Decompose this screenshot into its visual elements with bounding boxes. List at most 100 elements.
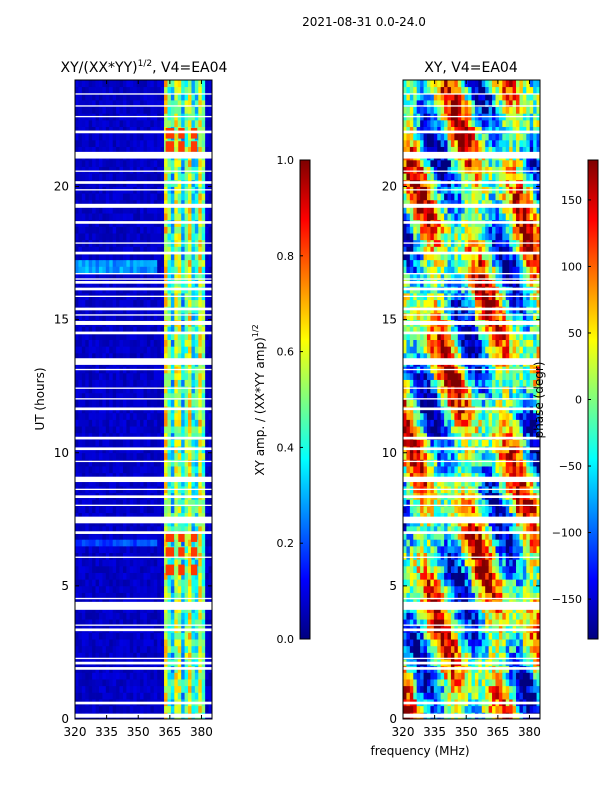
amp-cell [129,339,134,347]
amp-cell [194,479,199,487]
amp-cell [194,193,199,201]
amp-cell [153,439,158,447]
phase-cell [474,585,479,593]
amp-cell [177,672,182,680]
amp-cell [109,539,114,547]
amp-cell [133,213,138,221]
amp-cell [105,86,110,94]
amp-cell [75,545,79,553]
amp-cell [150,426,155,434]
amp-cell [95,126,100,134]
phase-cell [519,632,524,640]
amp-cell [122,506,127,514]
amp-cell [208,339,213,347]
phase-cell [474,559,479,567]
phase-cell [481,559,486,567]
phase-cell [471,692,476,700]
phase-cell [509,705,514,713]
amp-cell [146,106,151,114]
amp-cell [129,372,134,380]
amp-cell [146,612,151,620]
amp-cell [143,106,148,114]
amp-cell [153,266,158,274]
amp-cell [167,346,172,354]
amp-cell [164,253,168,261]
amp-cell [194,585,199,593]
amp-cell [198,139,203,147]
amp-cell [205,159,209,167]
amp-cell [105,139,110,147]
amp-cell [140,499,144,507]
amp-cell [194,632,199,640]
amp-cell [136,233,141,241]
amp-cell [208,93,213,101]
amp-cell [181,299,186,307]
phase-cell [509,672,514,680]
amp-cell [92,632,96,640]
amp-cell [150,372,155,380]
amp-cell [198,572,203,580]
amp-cell [153,565,158,573]
amp-cell [95,99,100,108]
amp-cell [98,419,103,427]
amp-cell [205,99,209,108]
amp-cell [116,479,120,487]
phase-cell [468,572,472,580]
amp-hotspot [165,141,175,152]
amp-cell [98,80,103,88]
amp-cell [78,299,83,307]
amp-cell [109,412,114,420]
amp-cell [102,352,107,360]
amp-cell [174,166,179,174]
amp-cell [105,326,110,334]
amp-cell [116,432,120,440]
phase-cell [430,612,435,620]
amp-cell [126,532,131,540]
amp-cell [205,679,209,687]
amp-cell [102,159,107,167]
amp-cell [177,386,182,394]
amp-cell [109,253,114,261]
amp-cell [146,652,151,660]
amp-cell [102,339,107,347]
amp-cell [112,479,117,487]
amp-cell [92,506,96,514]
amp-cell [208,246,213,254]
amp-cell [201,372,206,380]
phase-cell [461,572,466,580]
phase-cell [454,545,459,553]
amp-cell [188,439,192,447]
amp-cell [143,692,148,700]
amp-cell [194,312,199,321]
phase-cell [461,612,466,620]
amp-cell [181,559,186,567]
amp-cell [157,679,162,687]
amp-cell [194,419,199,427]
flagged-band [75,278,212,280]
phase-cell [406,592,411,600]
amp-cell [92,326,96,334]
phase-cell [437,565,442,573]
amp-cell [78,652,83,660]
flagged-band [75,295,212,297]
amp-cell [184,133,189,141]
amp-cell [177,685,182,693]
amp-cell [95,585,100,593]
amp-cell [208,479,213,487]
amp-cell [191,372,196,380]
amp-cell [98,545,103,553]
amp-cell [174,412,179,420]
phase-cell [488,632,493,640]
amp-cell [85,632,90,640]
amp-cell [109,352,114,360]
amp-cell [160,273,165,281]
amp-cell [198,539,203,547]
amp-cell [95,672,100,680]
amp-cell [181,173,186,181]
amp-cell [112,226,117,234]
amp-cell [184,466,189,474]
amp-cell [136,466,141,474]
phase-cell [403,639,407,647]
amp-cell [105,452,110,460]
amp-cell [157,126,162,134]
